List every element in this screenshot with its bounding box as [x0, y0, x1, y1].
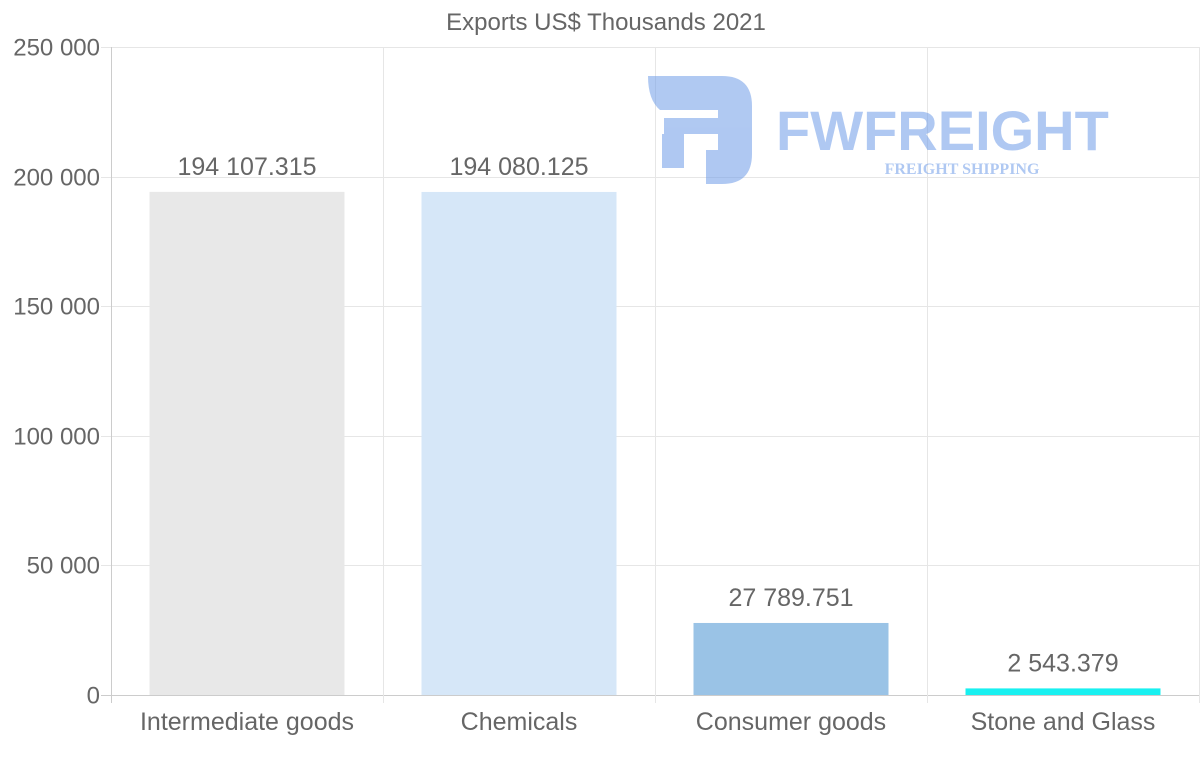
data-label: 27 789.751 [728, 584, 853, 612]
bars-layer [149, 191, 1161, 695]
data-label: 194 080.125 [449, 153, 588, 181]
watermark-f-stem [662, 134, 684, 168]
y-tick-label: 250 000 [13, 35, 100, 62]
x-tick-label: Consumer goods [696, 708, 886, 736]
bar[interactable] [965, 688, 1161, 695]
bar[interactable] [149, 191, 345, 695]
labels-layer: 0 50 000 100 000 150 000 200 000 250 000 194 1… [13, 35, 1155, 737]
x-tick-label: Intermediate goods [140, 708, 354, 736]
data-label: 194 107.315 [177, 153, 316, 181]
y-tick-label: 200 000 [13, 165, 100, 192]
y-tick-label: 0 [87, 683, 100, 710]
watermark-f-mark [648, 76, 752, 184]
y-tick-label: 150 000 [13, 294, 100, 321]
data-label: 2 543.379 [1007, 649, 1118, 677]
y-tick-label: 100 000 [13, 424, 100, 451]
bar[interactable] [693, 622, 889, 695]
y-tick-label: 50 000 [27, 553, 100, 580]
watermark-logo: FWFREIGHT FREIGHT SHIPPING [648, 76, 1109, 184]
x-tick-label: Chemicals [461, 708, 578, 736]
watermark-brand-text: FWFREIGHT [776, 99, 1109, 162]
bar[interactable] [421, 191, 617, 695]
x-tick-label: Stone and Glass [971, 708, 1156, 736]
chart-title: Exports US$ Thousands 2021 [446, 9, 766, 36]
watermark-tagline-text: FREIGHT SHIPPING [885, 161, 1040, 178]
